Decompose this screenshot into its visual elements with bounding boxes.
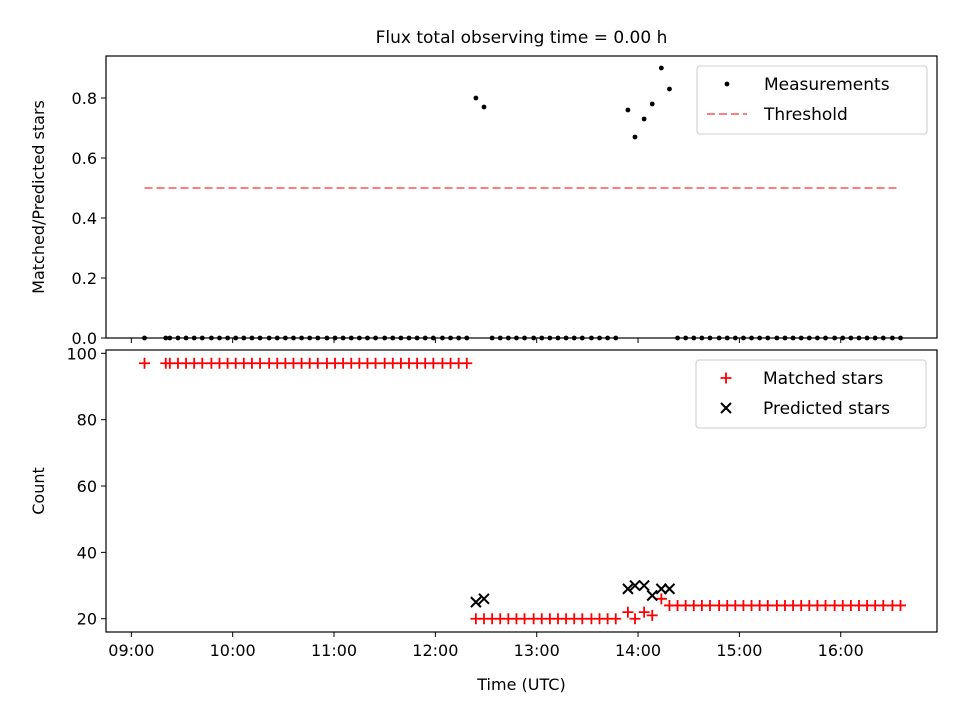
measurement-point xyxy=(481,104,487,110)
top-y-tick-label: 0.0 xyxy=(72,329,97,348)
top-legend-box xyxy=(696,65,928,135)
predicted-star-point xyxy=(470,596,482,608)
legend-predicted-swatch xyxy=(720,402,732,414)
predicted-star-point xyxy=(655,583,668,595)
matched-star-point xyxy=(895,599,907,611)
top-y-tick-label: 0.6 xyxy=(72,149,97,168)
bottom-x-tick-label: 12:00 xyxy=(412,641,458,660)
matched-star-point xyxy=(461,357,473,369)
legend-label: Measurements xyxy=(764,75,890,95)
top-y-tick-label: 0.4 xyxy=(72,209,97,228)
matched-star-point xyxy=(646,609,658,621)
top-y-axis-label: Matched/Predicted stars xyxy=(29,100,48,294)
matched-star-point xyxy=(655,593,667,605)
predicted-star-point xyxy=(478,593,490,605)
bottom-y-tick-label: 100 xyxy=(66,344,97,363)
legend-matched-swatch xyxy=(720,372,732,384)
bottom-x-tick-label: 11:00 xyxy=(311,641,357,660)
legend-measurement-swatch xyxy=(724,81,730,87)
top-y-tick-label: 0.8 xyxy=(72,89,97,108)
bottom-x-tick-label: 09:00 xyxy=(108,641,154,660)
bottom-x-tick-label: 10:00 xyxy=(210,641,256,660)
predicted-star-point xyxy=(663,583,676,595)
bottom-legend-box xyxy=(695,359,927,429)
bottom-x-axis-label: Time (UTC) xyxy=(476,675,565,694)
top-plot-frame xyxy=(105,55,938,339)
measurement-point xyxy=(667,86,672,92)
bottom-y-axis-label: Count xyxy=(29,467,48,515)
top-axes: 0.0 0.2 0.4 0.6 0.8 Matched/Predicted stars Me… xyxy=(29,55,938,348)
measurement-point xyxy=(658,65,664,71)
measurement-point xyxy=(625,107,631,113)
predicted-star-point xyxy=(646,589,658,602)
measurement-point xyxy=(632,134,638,140)
bottom-plot-frame xyxy=(105,349,938,633)
legend-label: Matched stars xyxy=(763,369,883,389)
bottom-x-tick-label: 13:00 xyxy=(514,641,560,660)
matched-star-point xyxy=(638,606,650,618)
bottom-x-tick-label: 14:00 xyxy=(615,641,661,660)
bottom-x-tick-label: 15:00 xyxy=(716,641,762,660)
measurement-point xyxy=(649,101,655,107)
predicted-star-point xyxy=(638,579,650,592)
bottom-y-tick-label: 20 xyxy=(77,610,97,629)
bottom-x-tick-label: 16:00 xyxy=(818,641,864,660)
matched-star-point xyxy=(622,606,634,618)
legend-label: Predicted stars xyxy=(763,399,890,419)
measurement-point xyxy=(641,116,647,122)
bottom-y-tick-label: 80 xyxy=(77,411,97,430)
bottom-y-tick-label: 60 xyxy=(77,477,97,496)
bottom-legend: Matched stars Predicted stars xyxy=(695,359,927,429)
bottom-axes: 20 40 60 80 100 09:00 10:00 11:00 12:00 13:00 14:0… xyxy=(29,344,938,694)
matched-star-point xyxy=(629,613,641,625)
legend-label: Threshold xyxy=(763,105,848,125)
bottom-y-tick-label: 40 xyxy=(77,543,97,562)
measurement-point xyxy=(473,95,479,101)
matched-star-point xyxy=(139,357,151,369)
predicted-star-point xyxy=(622,583,634,595)
top-legend: Measurements Threshold xyxy=(696,65,928,135)
predicted-star-point xyxy=(629,579,641,592)
top-y-tick-label: 0.2 xyxy=(72,269,97,288)
matched-star-point xyxy=(610,613,622,625)
chart-title: Flux total observing time = 0.00 h xyxy=(376,28,668,48)
